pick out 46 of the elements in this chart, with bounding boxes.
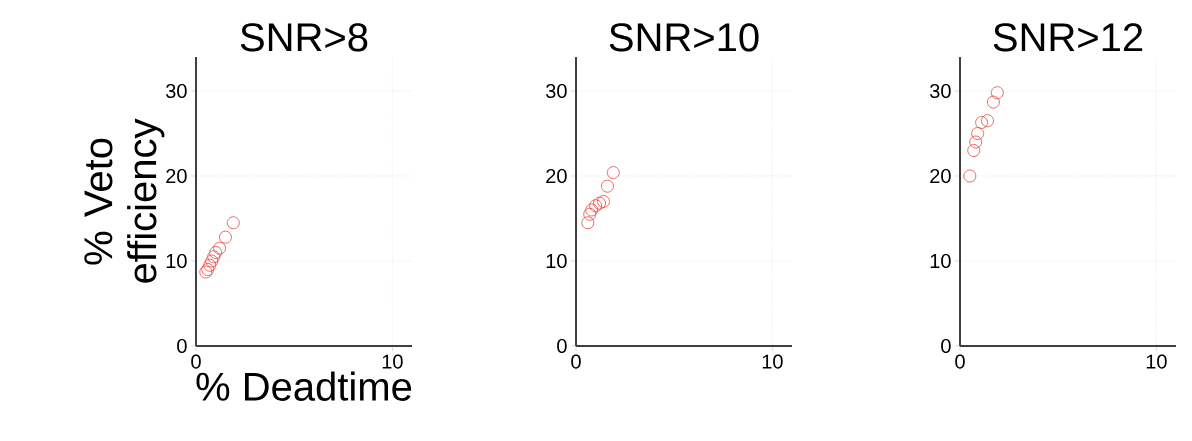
y-tick-label: 20: [930, 168, 951, 184]
point: [601, 179, 614, 193]
y-tick-label: 10: [166, 253, 187, 269]
point: [986, 95, 1000, 109]
x-tick-label: 10: [1146, 354, 1167, 369]
y-tick-label: 30: [166, 83, 187, 99]
y-tick-label: 0: [941, 338, 951, 354]
y-tick-label: 30: [930, 83, 951, 99]
point: [975, 116, 989, 129]
y-tick-label: 30: [546, 83, 567, 99]
point: [226, 216, 240, 230]
x-tick-label: 0: [191, 354, 201, 369]
point: [606, 166, 620, 179]
point: [205, 254, 219, 268]
point: [209, 246, 223, 259]
y-tick-label: 10: [546, 253, 567, 269]
point: [597, 195, 610, 208]
y-tick-label: 20: [546, 168, 567, 184]
x-tick-label: 0: [571, 354, 581, 369]
point: [967, 144, 981, 157]
y-axis-title: % Veto efficiency: [84, 118, 165, 283]
x-tick-label: 0: [955, 354, 965, 369]
point: [585, 203, 599, 217]
point: [581, 216, 595, 230]
point: [963, 169, 977, 183]
x-axis-title: % Deadtime: [196, 371, 412, 401]
x-tick-label: 10: [762, 354, 783, 369]
chart-title: SNR>10: [609, 23, 759, 52]
point: [990, 86, 1004, 100]
y-tick-label: 0: [177, 338, 187, 354]
point: [971, 127, 985, 140]
chart-title: SNR>12: [993, 23, 1143, 52]
point: [593, 196, 606, 210]
point: [213, 241, 226, 255]
point: [589, 199, 603, 213]
y-tick-label: 0: [557, 338, 567, 354]
point: [207, 250, 221, 264]
point: [219, 230, 232, 244]
point: [981, 114, 994, 128]
point: [583, 207, 597, 221]
y-tick-label: 20: [166, 168, 187, 184]
point: [203, 258, 217, 272]
point: [969, 135, 983, 149]
x-tick-label: 10: [382, 354, 403, 369]
chart-title: SNR>8: [240, 23, 368, 52]
y-tick-label: 10: [930, 253, 951, 269]
